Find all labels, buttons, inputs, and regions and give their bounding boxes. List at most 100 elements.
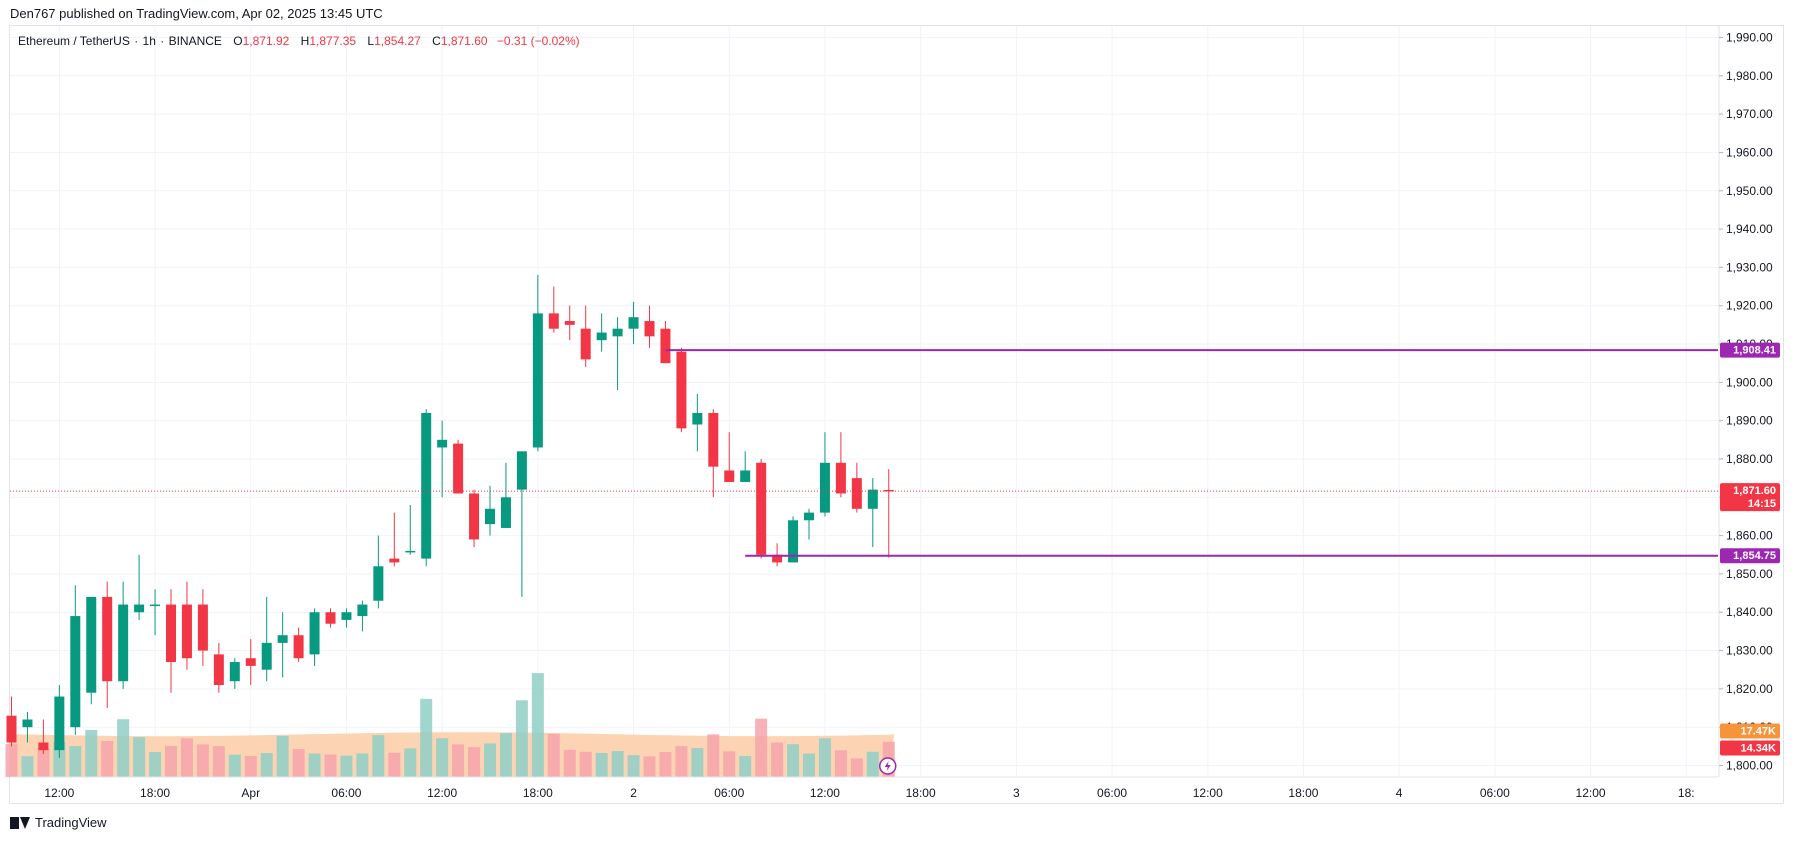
symbol-legend[interactable]: Ethereum / TetherUS · 1h · BINANCE O1,87… [18,34,580,48]
candle-body [197,604,208,651]
candle [341,608,352,628]
candle [229,658,240,689]
volume-bar [196,744,209,777]
candle [150,589,161,636]
volume-bar [37,748,50,777]
time-axis-label: 12:00 [810,786,840,800]
candle-body [772,554,783,563]
interval[interactable]: 1h [142,34,156,48]
volume-bar [276,735,289,777]
low-value: 1,854.27 [374,34,421,48]
candle-body [102,596,113,682]
candle [70,585,81,735]
candle-body [612,328,623,337]
candle-body [6,715,17,743]
candle [86,596,97,705]
volume-bar [133,737,146,777]
legend-separator: · [134,34,139,48]
candle [181,581,192,670]
candle-body [835,462,846,494]
price-axis-label: 1,960.00 [1726,145,1773,159]
candle-body [804,512,814,521]
time-axis-label: 18: [1678,786,1695,800]
volume-bar [324,754,337,777]
candle-body [309,612,320,655]
candle [548,286,559,333]
volume-ma-tag-bg [1720,723,1780,739]
price-axis-label: 1,970.00 [1726,107,1773,121]
volume-bar [834,750,847,777]
candle-body [437,439,448,448]
candle [166,589,176,693]
volume-bar [340,755,353,777]
candle [804,508,814,540]
level-price-tag: 1,854.75 [1720,548,1780,564]
candle-body [213,654,224,686]
level-price-tag-bg [1720,342,1780,358]
low-label: L [367,34,375,48]
candle [692,393,703,452]
candle [485,485,495,536]
candle [102,581,113,709]
time-axis-label: 12:00 [1193,786,1223,800]
candle [277,612,288,678]
volume-bar [707,734,720,777]
volume-bar [691,748,704,777]
candle [293,627,304,663]
candle-body [740,470,751,482]
candle [596,313,607,352]
time-axis-label: 18:00 [906,786,936,800]
candles [6,275,894,758]
candle-body [277,635,288,643]
volume-bar [787,744,800,777]
time-axis-label: 06:00 [331,786,361,800]
candle-body [469,493,480,540]
tradingview-logo[interactable]: TradingView [10,815,107,830]
time-axis-label: Apr [241,786,260,800]
candle [756,458,767,559]
volume-bar [771,742,784,777]
candle-body [389,558,400,563]
volume-bar [404,748,417,777]
candle-body [660,328,671,364]
volume-bar [244,755,257,777]
price-axis-label: 1,820.00 [1726,682,1773,696]
time-axis-label: 2 [630,786,637,800]
level-price-tag: 1,908.41 [1720,342,1780,358]
high-label: H [300,34,310,48]
candle [883,469,894,558]
volume-bar [436,738,449,777]
time-axis-label: 18:00 [523,786,553,800]
candle [612,317,623,391]
candle [676,347,687,433]
price-axis-label: 1,940.00 [1726,222,1773,236]
candle [564,305,575,341]
candle [819,432,830,517]
candle-body [788,520,799,563]
candle [22,711,33,743]
chart-pane[interactable] [9,25,1784,804]
candle-body [70,616,81,728]
candle-body [692,412,703,425]
candle-body [421,412,432,559]
volume-bar [675,746,688,777]
symbol-name[interactable]: Ethereum / TetherUS [18,34,130,48]
candle [469,489,480,548]
volume-bar [69,746,82,777]
volume-bar [420,698,433,777]
volume-bar [53,741,66,777]
candle-body [628,317,639,329]
candle-body [548,313,559,329]
volume-bar [659,752,672,777]
candle [118,581,129,689]
change-value: −0.31 (−0.02%) [496,34,580,48]
candle [421,409,432,567]
candle [437,420,448,498]
close-value: 1,871.60 [440,34,488,48]
price-axis-label: 1,930.00 [1726,260,1773,274]
candle-body [453,443,464,494]
candle-body [867,489,878,509]
candle [644,305,655,348]
